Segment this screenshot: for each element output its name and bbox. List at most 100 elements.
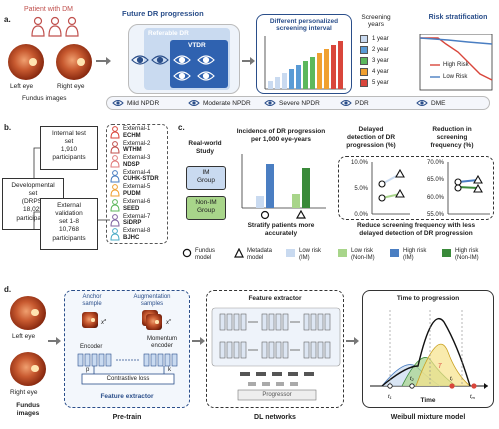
interval-bar	[275, 77, 280, 89]
year-legend-item: 2 year	[360, 44, 404, 55]
dl-network-blocks	[211, 307, 341, 401]
stage-item: Mild NPDR	[112, 98, 159, 109]
nonim-group-text: Non-IM Group	[186, 199, 226, 215]
right-eye-label-a: Right eye	[57, 83, 85, 90]
dev-line-4: participants	[16, 214, 50, 222]
interval-bar	[310, 57, 315, 89]
person-icon	[110, 155, 120, 173]
nonim-group-box[interactable]	[186, 196, 226, 220]
pretrain-box	[64, 290, 190, 408]
external-item: External-8 BJHC	[110, 228, 168, 243]
arrow-a1	[96, 57, 111, 65]
ttp-title: Time to progression	[396, 295, 460, 302]
risk-chart	[419, 34, 493, 91]
stratify-line-0: Stratify patients more	[247, 222, 315, 229]
person-icon	[110, 140, 120, 159]
incidence-line-1: per 1,000 eye-years	[251, 135, 311, 143]
legend-text: High risk (Non-IM)	[455, 248, 479, 261]
eye-icon	[264, 99, 276, 109]
person-icon	[110, 199, 120, 217]
external-code: PUDM	[123, 190, 141, 197]
legend-text: Low risk (IM)	[299, 248, 322, 261]
external-item: External-2 WTHM	[110, 141, 168, 156]
anchor-sample-img	[82, 312, 98, 328]
stage-label: Severe NPDR	[279, 100, 320, 107]
external-name: External-8	[123, 228, 151, 235]
dev-line-3: 18,025	[23, 206, 43, 214]
progressor-label: Progressor	[262, 392, 292, 398]
year-label: 2 year	[372, 46, 389, 53]
stage-legend-bar	[106, 96, 490, 110]
aug-label: Augmentation samples	[122, 294, 182, 308]
delayed-line-2: progression (%)	[346, 141, 396, 149]
panel-c-legend: Fundus model Metadata model Low risk (IM) Low …	[182, 248, 496, 270]
reduction-tick: 60.0%	[426, 194, 444, 201]
rw-line-0: Real-world	[188, 140, 222, 147]
year-label: 1 year	[372, 35, 389, 42]
aug-line-0: Augmentation	[133, 294, 171, 300]
legend-item: Fundus model	[182, 248, 215, 262]
delayed-ticks: 10.0% 5.0% 0.0%	[344, 160, 368, 218]
reduction-tick: 65.0%	[426, 177, 444, 184]
momentum-line-0: Momentum	[146, 336, 177, 342]
internal-line-2: 1,910	[60, 146, 78, 154]
external-name: External-3	[123, 155, 151, 162]
weibull-chart: t1 t2 ti tm T	[370, 310, 488, 400]
person-icon	[110, 169, 120, 188]
reduce-caption: Reduce screening frequency with less dela…	[338, 222, 494, 238]
year-swatch	[360, 67, 368, 76]
svg-text:tm: tm	[470, 394, 476, 400]
interval-title: Different personalized screening interva…	[269, 18, 339, 33]
legend-swatch	[390, 248, 400, 261]
svg-text:ti: ti	[450, 376, 453, 382]
fundus-left-eye-d	[10, 296, 46, 330]
fundus-d-line-1: images	[16, 409, 40, 417]
legend-text: Low risk (Non-IM)	[351, 248, 375, 261]
external-code: CUHK-STDR	[123, 176, 159, 183]
year-swatch	[360, 45, 368, 54]
ext-line-2: set 1-8	[59, 218, 79, 226]
legend-item: Low risk (Non-IM)	[338, 248, 375, 262]
external-code: ECHM	[123, 132, 141, 139]
legend-item: Metadata model	[234, 248, 272, 262]
reduction-tick: 70.0%	[426, 160, 444, 166]
arrow-d3	[346, 337, 359, 345]
stage-item: PDR	[340, 98, 369, 109]
stage-row: Mild NPDR Moderate NPDR Severe NPDR PDR DME	[112, 98, 490, 109]
interval-bars	[264, 36, 346, 90]
interval-bar	[331, 45, 336, 89]
im-group-box[interactable]	[186, 166, 226, 190]
dl-box	[206, 290, 344, 408]
legend-text: Fundus model	[195, 248, 216, 261]
year-swatch	[360, 78, 368, 87]
aug-sample-img-2	[146, 314, 162, 330]
ext-line-1: validation	[55, 210, 83, 218]
reduction-title: Reduction in screening frequency (%)	[414, 126, 490, 149]
bar-low-im	[256, 196, 264, 208]
aug-x: xn	[166, 317, 172, 327]
external-name: External-7	[123, 213, 151, 220]
panel-a-letter: a.	[4, 15, 11, 24]
external-name: External-5	[123, 184, 151, 191]
person-icon	[110, 228, 120, 246]
person-icon	[110, 126, 120, 144]
vtdr-label: VTDR	[188, 42, 206, 49]
interval-bar	[324, 49, 329, 89]
reduction-tick: 55.0%	[426, 212, 444, 218]
svg-text:T: T	[438, 364, 443, 370]
time-label: Time	[420, 397, 436, 404]
risk-title: Risk stratification	[428, 14, 488, 21]
panel-d-letter: d.	[4, 285, 12, 294]
stage-item: DME	[416, 98, 445, 109]
svg-text:t1: t1	[388, 394, 392, 400]
fundus-images-label-d: Fundus images	[6, 402, 50, 418]
external-code: SiDRP	[123, 220, 142, 227]
pretrain-encoders	[77, 353, 178, 385]
reduction-line-2: frequency (%)	[430, 141, 474, 149]
panel-b-letter: b.	[4, 123, 12, 132]
year-legend-item: 3 year	[360, 55, 404, 66]
external-code: NDSP	[123, 161, 140, 168]
legend-item: High risk (Non-IM)	[442, 248, 479, 262]
pretrain-label: Pre-train	[112, 414, 142, 421]
externals-dashed-box	[106, 124, 168, 244]
